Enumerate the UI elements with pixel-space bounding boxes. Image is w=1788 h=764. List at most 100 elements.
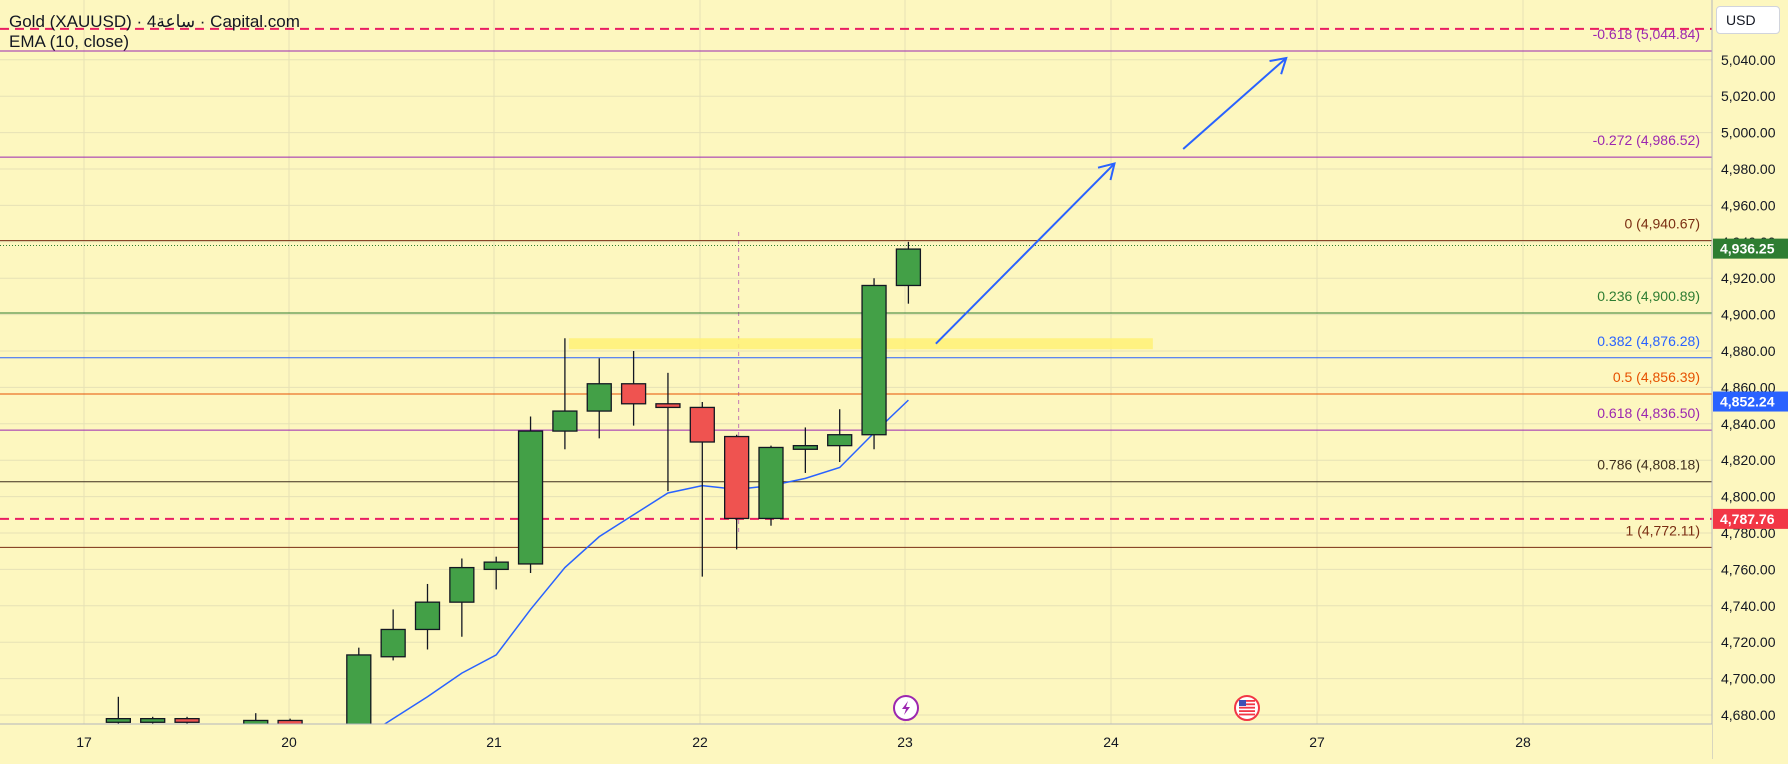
candle-body [517,430,544,565]
time-axis[interactable]: 17 20 21 22 23 24 27 28 [0,723,1712,759]
time-tick-label: 20 [281,734,297,750]
candle[interactable] [689,401,715,577]
fib-level-label: 0.618 (4,836.50) [1597,405,1700,421]
time-tick-label: 23 [897,734,913,750]
candle-body [105,717,131,723]
candle[interactable] [414,583,441,650]
ema-line [358,399,909,742]
candle-body [827,434,853,447]
candle-body [586,383,612,412]
candle-body [689,406,715,443]
fib-level-label: 0.5 (4,856.39) [1613,369,1700,385]
candle-body [174,717,200,723]
lightning-event-icon[interactable] [893,695,919,721]
horizontal-lines [0,27,1712,520]
event-icons[interactable] [893,695,1260,721]
candle-body [140,717,166,723]
candle[interactable] [861,278,887,450]
candle-body [758,446,784,520]
price-tick-label: 4,840.00 [1721,416,1776,432]
grid [0,0,1712,724]
price-tag[interactable] [1713,391,1788,412]
price-tick-label: 4,900.00 [1721,307,1776,323]
candle-body [620,383,647,405]
price-tick-label: 5,040.00 [1721,52,1776,68]
price-tick-label: 4,780.00 [1721,525,1776,541]
time-tick-label: 28 [1515,734,1531,750]
flag-stripe [1239,710,1255,712]
candle[interactable] [895,241,922,304]
flag-stripe [1239,713,1255,716]
price-tick-label: 5,020.00 [1721,88,1776,104]
candle-body [655,403,681,409]
chart-legend: Gold (XAUUSD) · 4ساعة · Capital.com EMA … [9,12,300,52]
candle[interactable] [792,427,818,473]
candle[interactable] [724,434,750,550]
candle-body [414,601,441,631]
price-tag[interactable] [1713,508,1788,529]
price-tag-label: 4,852.24 [1720,394,1775,410]
arrow-line [935,162,1116,345]
ema-indicator-label[interactable]: EMA (10, close) [9,32,129,51]
price-tag[interactable] [1713,238,1788,259]
candle[interactable] [620,351,647,426]
candle[interactable] [449,558,475,637]
fib-level-label: 1 (4,772.11) [1626,522,1700,538]
symbol-title[interactable]: Gold (XAUUSD) · 4ساعة · Capital.com [9,12,300,31]
price-tick-label: 4,700.00 [1721,671,1776,687]
candle-body [380,628,406,658]
candle-body [895,248,922,287]
price-tick-label: 4,760.00 [1721,561,1776,577]
us-flag-icon[interactable] [1234,695,1260,721]
fib-level-label: 0.236 (4,900.89) [1597,288,1700,304]
candle-body [449,566,475,603]
lightning-bolt [902,701,910,715]
candle[interactable] [483,556,509,590]
time-tick-label: 21 [486,734,502,750]
candle-body [861,284,887,436]
price-axis[interactable]: 4,680.00 4,700.00 4,720.00 4,740.00 4,760.00… [1711,0,1788,759]
candle[interactable] [552,338,578,450]
candle-body [552,410,578,432]
candle-body [346,654,372,734]
flag-canton [1239,700,1246,706]
candle[interactable] [827,409,853,463]
projection-arrows [935,56,1288,345]
price-tag-label: 4,787.76 [1720,511,1775,527]
time-tick-label: 17 [76,734,92,750]
price-tick-label: 4,860.00 [1721,379,1776,395]
arrow-line [1182,57,1287,150]
time-tick-label: 27 [1309,734,1325,750]
price-tag-label: 4,936.25 [1720,241,1775,257]
candle[interactable] [346,647,372,737]
flag-stripe [1239,706,1255,709]
price-tick-label: 4,920.00 [1721,270,1776,286]
currency-button[interactable]: USD [1716,6,1780,34]
support-zone [568,338,1153,350]
candle[interactable] [380,609,406,661]
candle-body [792,444,818,450]
support-zone-rect [568,338,1153,350]
candle[interactable] [655,372,681,492]
time-axis-bg [0,724,1712,759]
candle[interactable] [517,416,544,574]
fib-level-label: 0.786 (4,808.18) [1597,457,1700,473]
flag-stripe [1239,700,1255,702]
fib-level-label: 0 (4,940.67) [1625,216,1701,232]
fib-level-label: -0.272 (4,986.52) [1593,132,1700,148]
time-tick-label: 24 [1103,734,1119,750]
candles[interactable] [105,241,922,737]
price-tick-label: 4,980.00 [1721,161,1776,177]
price-tick-label: 4,800.00 [1721,489,1776,505]
candle[interactable] [758,445,784,526]
candle-body [483,561,509,571]
fib-level-label: 0.382 (4,876.28) [1597,333,1700,349]
flag-stripe [1239,703,1255,706]
price-tick-label: 5,000.00 [1721,125,1776,141]
candle[interactable] [586,358,612,439]
fib-level-label: -0.618 (5,044.84) [1593,26,1700,42]
price-tick-label: 4,680.00 [1721,707,1776,723]
price-tick-label: 4,820.00 [1721,452,1776,468]
